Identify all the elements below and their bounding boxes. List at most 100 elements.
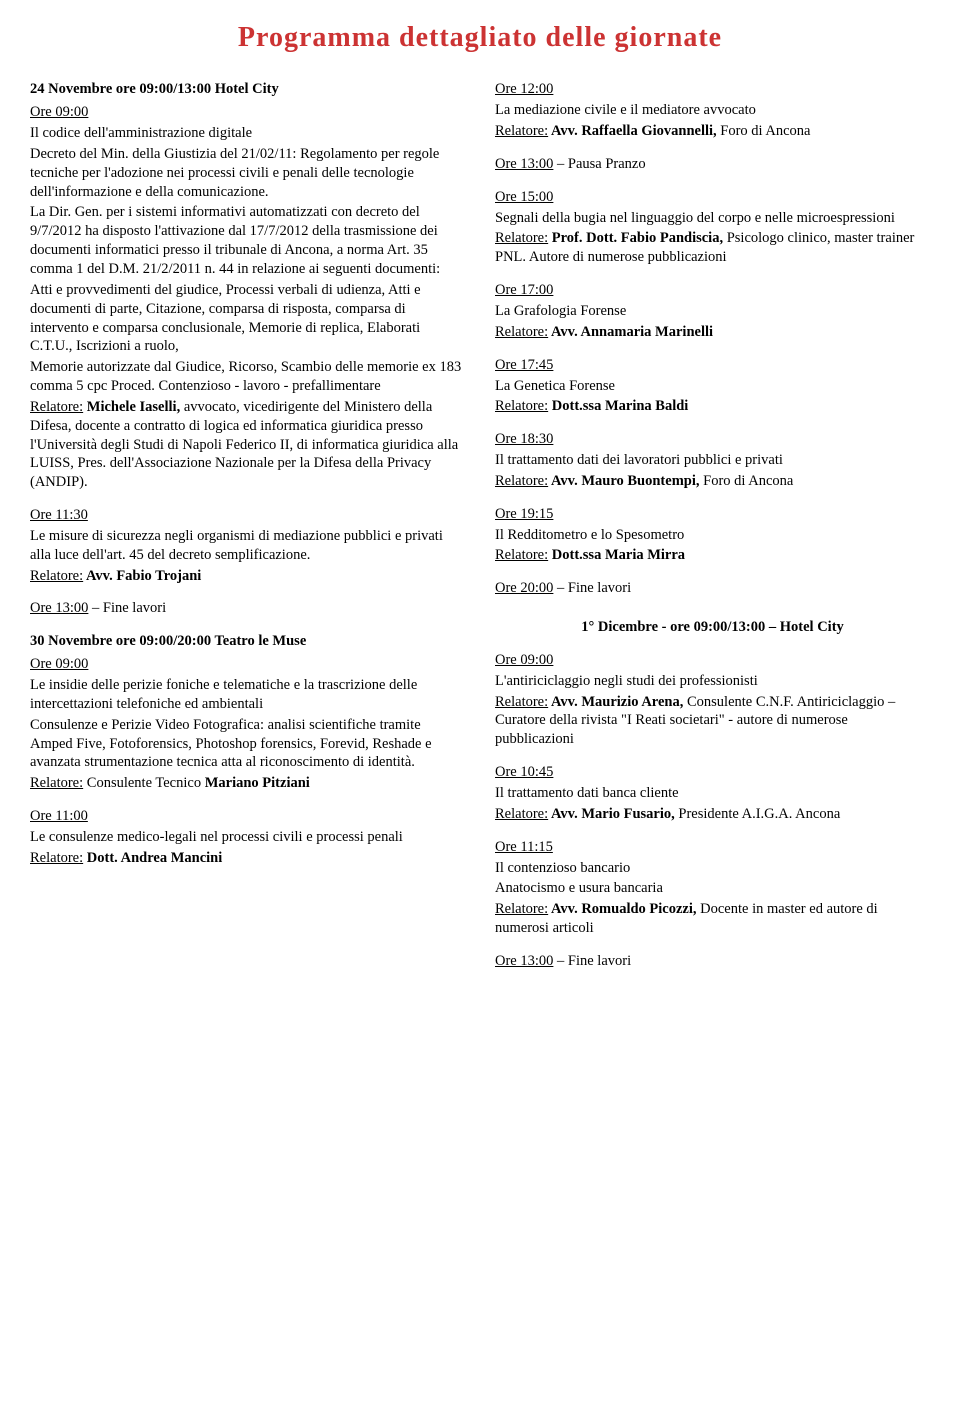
time-heading: Ore 09:00 [495,651,930,670]
relatore-line: Relatore: Avv. Romualdo Picozzi, Docente… [495,900,930,938]
relatore-label: Relatore: [495,694,548,710]
relatore-line: Relatore: Michele Iaselli, avvocato, vic… [30,398,465,492]
body-text: La Genetica Forense [495,377,930,396]
body-text: L'antiriciclaggio negli studi dei profes… [495,672,930,691]
schedule-block: Ore 17:45 La Genetica Forense Relatore: … [495,356,930,417]
relatore-line: Relatore: Prof. Dott. Fabio Pandiscia, P… [495,229,930,267]
relatore-line: Relatore: Avv. Maurizio Arena, Consulent… [495,693,930,750]
body-text: Atti e provvedimenti del giudice, Proces… [30,281,465,356]
schedule-block: Ore 11:30 Le misure di sicurezza negli o… [30,506,465,585]
time-heading: Ore 13:00 [495,156,553,172]
body-text: Il trattamento dati dei lavoratori pubbl… [495,451,930,470]
relatore-name: Avv. Raffaella Giovannelli, [548,123,717,139]
time-heading: Ore 20:00 [495,580,553,596]
relatore-line: Relatore: Dott.ssa Maria Mirra [495,546,930,565]
left-column: 24 Novembre ore 09:00/13:00 Hotel City O… [30,76,465,984]
schedule-block: Ore 19:15 Il Redditometro e lo Spesometr… [495,505,930,566]
body-text: Le consulenze medico-legali nel processi… [30,828,465,847]
time-heading: Ore 12:00 [495,80,930,99]
relatore-name: Michele Iaselli, [83,399,180,415]
relatore-name: Dott.ssa Marina Baldi [548,398,688,414]
two-column-layout: 24 Novembre ore 09:00/13:00 Hotel City O… [30,76,930,984]
relatore-label: Relatore: [495,398,548,414]
schedule-block: Ore 12:00 La mediazione civile e il medi… [495,80,930,141]
tail-text: – Fine lavori [553,953,631,969]
schedule-block: Ore 13:00 – Fine lavori [495,952,930,971]
relatore-label: Relatore: [495,123,548,139]
relatore-label: Relatore: [30,399,83,415]
relatore-line: Relatore: Avv. Mauro Buontempi, Foro di … [495,472,930,491]
schedule-block: Ore 09:00 Le insidie delle perizie fonic… [30,655,465,793]
time-heading: Ore 09:00 [30,103,465,122]
relatore-label: Relatore: [495,473,548,489]
time-heading: Ore 10:45 [495,763,930,782]
session-heading: 30 Novembre ore 09:00/20:00 Teatro le Mu… [30,632,465,651]
relatore-mid: Consulente Tecnico [83,775,205,791]
time-heading: Ore 18:30 [495,430,930,449]
body-text: Le insidie delle perizie foniche e telem… [30,676,465,714]
relatore-name: Avv. Annamaria Marinelli [548,324,713,340]
relatore-name: Mariano Pitziani [205,775,310,791]
session-heading: 24 Novembre ore 09:00/13:00 Hotel City [30,80,465,99]
tail-text: – Fine lavori [553,580,631,596]
relatore-name: Avv. Romualdo Picozzi, [548,901,696,917]
relatore-label: Relatore: [495,901,548,917]
relatore-tail: Foro di Ancona [717,123,811,139]
schedule-block: Ore 11:00 Le consulenze medico-legali ne… [30,807,465,868]
time-plus-tail: Ore 13:00 – Pausa Pranzo [495,155,930,174]
relatore-name: Prof. Dott. Fabio Pandiscia, [548,230,723,246]
body-text: Il contenzioso bancario [495,859,930,878]
time-heading: Ore 11:15 [495,838,930,857]
schedule-block: Ore 11:15 Il contenzioso bancario Anatoc… [495,838,930,938]
relatore-line: Relatore: Avv. Mario Fusario, Presidente… [495,805,930,824]
body-text: Il codice dell'amministrazione digitale [30,124,465,143]
time-heading: Ore 13:00 [495,953,553,969]
relatore-line: Relatore: Avv. Raffaella Giovannelli, Fo… [495,122,930,141]
relatore-label: Relatore: [30,850,83,866]
relatore-name: Avv. Fabio Trojani [83,568,201,584]
schedule-block: Ore 09:00 L'antiriciclaggio negli studi … [495,651,930,749]
schedule-block: Ore 15:00 Segnali della bugia nel lingua… [495,188,930,267]
relatore-name: Avv. Mario Fusario, [548,806,675,822]
relatore-name: Avv. Mauro Buontempi, [548,473,699,489]
time-heading: Ore 17:00 [495,281,930,300]
relatore-line: Relatore: Consulente Tecnico Mariano Pit… [30,774,465,793]
relatore-line: Relatore: Dott.ssa Marina Baldi [495,397,930,416]
session-heading: 1° Dicembre - ore 09:00/13:00 – Hotel Ci… [495,618,930,637]
relatore-tail: Foro di Ancona [700,473,794,489]
time-heading: Ore 17:45 [495,356,930,375]
tail-text: – Pausa Pranzo [553,156,645,172]
relatore-name: Avv. Maurizio Arena, [548,694,683,710]
relatore-name: Dott.ssa Maria Mirra [548,547,685,563]
relatore-line: Relatore: Avv. Fabio Trojani [30,567,465,586]
relatore-label: Relatore: [30,775,83,791]
body-text: Il Redditometro e lo Spesometro [495,526,930,545]
time-heading: Ore 11:30 [30,506,465,525]
schedule-block: Ore 17:00 La Grafologia Forense Relatore… [495,281,930,342]
body-text: Le misure di sicurezza negli organismi d… [30,527,465,565]
tail-text: – Fine lavori [88,600,166,616]
time-heading: Ore 15:00 [495,188,930,207]
body-text: Decreto del Min. della Giustizia del 21/… [30,145,465,202]
schedule-block: Ore 13:00 – Fine lavori [30,599,465,618]
body-text: Memorie autorizzate dal Giudice, Ricorso… [30,358,465,396]
body-text: Anatocismo e usura bancaria [495,879,930,898]
time-plus-tail: Ore 20:00 – Fine lavori [495,579,930,598]
time-heading: Ore 13:00 [30,600,88,616]
time-plus-tail: Ore 13:00 – Fine lavori [30,599,465,618]
relatore-name: Dott. Andrea Mancini [83,850,222,866]
time-heading: Ore 09:00 [30,655,465,674]
schedule-block: Ore 13:00 – Pausa Pranzo [495,155,930,174]
schedule-block: Ore 18:30 Il trattamento dati dei lavora… [495,430,930,491]
body-text: La Grafologia Forense [495,302,930,321]
body-text: La Dir. Gen. per i sistemi informativi a… [30,203,465,278]
body-text: La mediazione civile e il mediatore avvo… [495,101,930,120]
time-heading: Ore 11:00 [30,807,465,826]
schedule-block: Ore 09:00 Il codice dell'amministrazione… [30,103,465,492]
relatore-tail: Presidente A.I.G.A. Ancona [675,806,841,822]
body-text: Consulenze e Perizie Video Fotografica: … [30,716,465,773]
body-text: Segnali della bugia nel linguaggio del c… [495,209,930,228]
relatore-label: Relatore: [495,806,548,822]
relatore-label: Relatore: [495,324,548,340]
relatore-label: Relatore: [495,547,548,563]
